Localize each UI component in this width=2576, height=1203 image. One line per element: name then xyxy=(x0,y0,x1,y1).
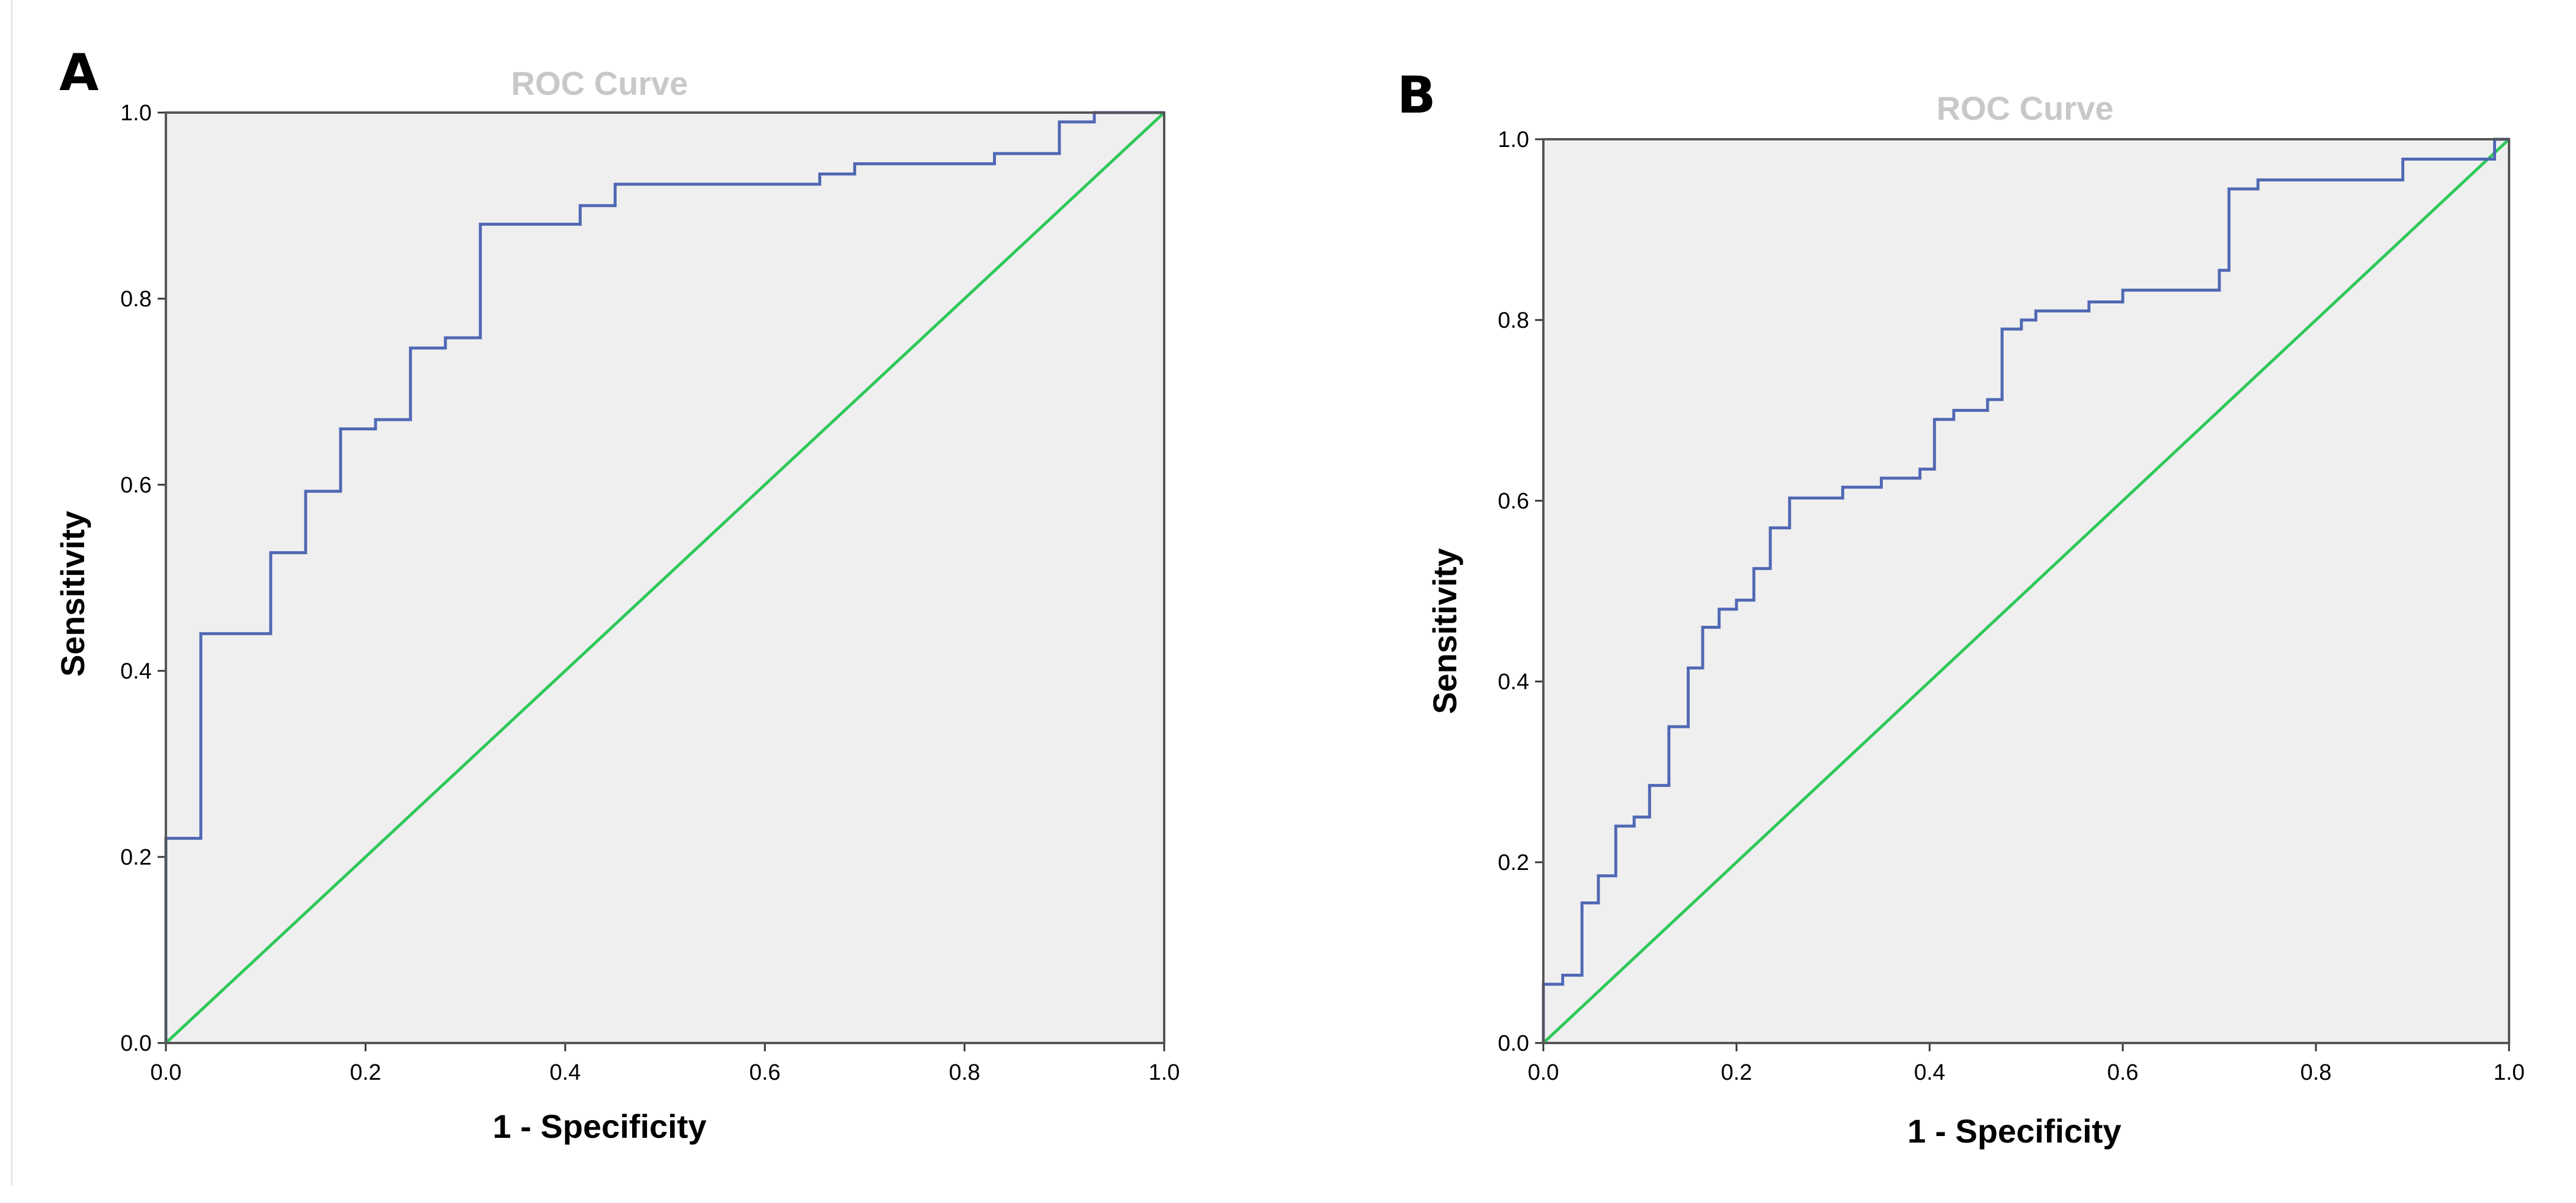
panel-a-roc-layer xyxy=(164,111,1164,1043)
panel-b-chart-title: ROC Curve xyxy=(1937,89,2114,127)
panel-b-x-tick-label: 0.4 xyxy=(1914,1060,1946,1085)
panel-a-chart-title: ROC Curve xyxy=(511,65,688,102)
panel-a-y-tick-label: 1.0 xyxy=(120,101,152,126)
panel-a-letter: A xyxy=(59,43,99,103)
panel-b-x-tick-label: 0.0 xyxy=(1528,1060,1559,1085)
panel-a-x-tick-label: 1.0 xyxy=(1149,1060,1180,1085)
panel-a-plot-frame xyxy=(165,111,1165,1044)
panel-a-y-tick-label: 0.0 xyxy=(120,1031,152,1056)
panel-b-axis-ticks: 0.0 0.2 0.4 0.6 0.8 1.0 0.0 0.2 0.4 0.6 0.8 1.0 xyxy=(1498,127,2524,1085)
panel-a-x-tick-label: 0.8 xyxy=(949,1060,981,1085)
panel-b-x-tick-label: 0.8 xyxy=(2301,1060,2332,1085)
panel-a-x-tick-label: 0.2 xyxy=(350,1060,382,1085)
panel-b-roc-curve xyxy=(1542,137,2509,1043)
panel-b-x-axis-title: 1 - Specificity xyxy=(1907,1112,2121,1150)
panel-a-reference-line xyxy=(165,111,1165,1044)
panel-b-letter: B xyxy=(1397,66,1436,125)
panel-b-reference-line xyxy=(1542,138,2510,1044)
panel-b-plot-frame xyxy=(1542,138,2510,1044)
panel-a-y-axis-title: Sensitivity xyxy=(54,511,91,677)
panel-a-x-tick-label: 0.4 xyxy=(550,1060,581,1085)
panel-b-y-tick-label: 0.6 xyxy=(1498,489,1529,514)
panel-a-y-tick-label: 0.6 xyxy=(120,473,152,498)
panel-a-x-tick-label: 0.6 xyxy=(749,1060,781,1085)
panel-a-roc-curve xyxy=(164,111,1164,1043)
panel-a-y-tick-label: 0.8 xyxy=(120,287,152,312)
panel-b-y-tick-label: 0.4 xyxy=(1498,670,1529,695)
panel-a-axis-ticks: 0.0 0.2 0.4 0.6 0.8 1.0 0.0 0.2 0.4 0.6 0.8 1.0 xyxy=(120,101,1180,1085)
panel-a-y-tick-label: 0.4 xyxy=(120,659,152,684)
panel-b-y-tick-label: 0.8 xyxy=(1498,308,1529,333)
panel-a-y-tick-label: 0.2 xyxy=(120,845,152,870)
panel-b-y-tick-label: 0.0 xyxy=(1498,1031,1529,1056)
panel-a-x-axis-title: 1 - Specificity xyxy=(492,1108,706,1145)
panel-b-roc-layer xyxy=(1542,137,2509,1043)
panel-a-x-tick-label: 0.0 xyxy=(150,1060,182,1085)
panel-b-x-tick-label: 1.0 xyxy=(2494,1060,2525,1085)
panel-b-reference-layer xyxy=(1542,138,2510,1044)
panel-b-y-axis-title: Sensitivity xyxy=(1426,548,1463,714)
panel-b-y-tick-label: 0.2 xyxy=(1498,850,1529,875)
panel-b-y-tick-label: 1.0 xyxy=(1498,127,1529,152)
panel-b-x-tick-label: 0.6 xyxy=(2107,1060,2139,1085)
panel-b: B ROC Curve 0.0 0.2 0.4 0.6 0.8 1.00.00.20.40… xyxy=(1397,66,2524,1150)
panel-a-reference-layer xyxy=(165,111,1165,1044)
panel-a: A ROC Curve 0.0 0.2 0.4 0.6 0.8 1.00.00.20.40… xyxy=(54,43,1180,1145)
panel-b-x-tick-label: 0.2 xyxy=(1721,1060,1752,1085)
